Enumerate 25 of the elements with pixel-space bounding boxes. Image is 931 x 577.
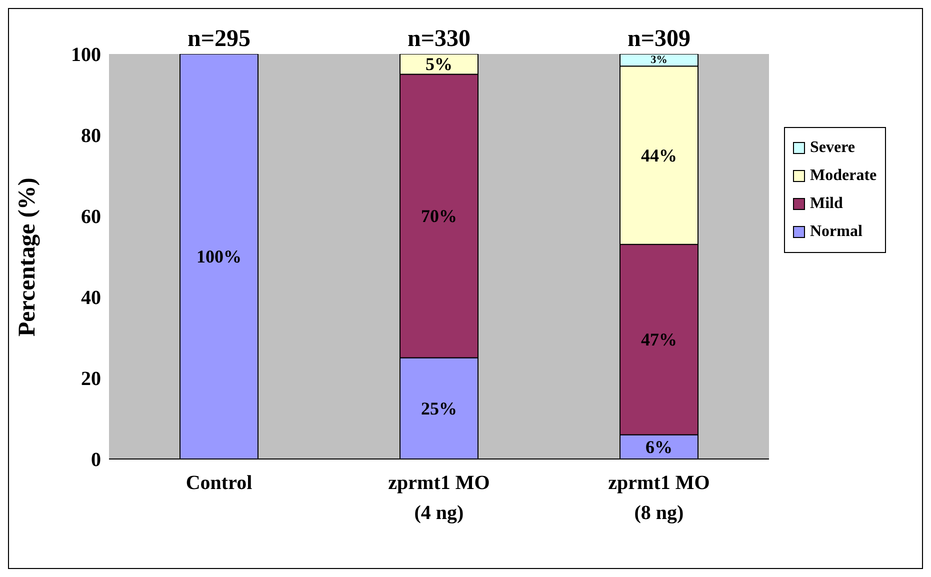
y-tick-label: 80	[81, 125, 101, 148]
legend-label: Severe	[810, 139, 856, 157]
legend-label: Moderate	[810, 167, 877, 185]
y-axis-title: Percentage (%)	[14, 178, 41, 336]
y-tick-label: 20	[81, 368, 101, 390]
annotation: n=330	[407, 26, 471, 52]
data-label: 44%	[641, 145, 677, 166]
y-tick-label: 40	[81, 287, 101, 310]
data-label: 25%	[421, 398, 457, 418]
legend-label: Mild	[810, 195, 843, 213]
data-label: 3%	[650, 54, 668, 66]
y-tick-label: 0	[91, 449, 101, 472]
legend-label: Normal	[810, 223, 862, 241]
data-label: 47%	[641, 330, 677, 350]
x-tick-label: zprmt1 MO (4 ng)	[388, 472, 490, 524]
data-label: 5%	[426, 54, 452, 74]
x-tick-label: zprmt1 MO (8 ng)	[608, 472, 710, 524]
data-label: 6%	[646, 436, 672, 457]
y-tick-label: 60	[81, 206, 101, 228]
y-tick-label: 100	[71, 44, 101, 66]
data-label: 100%	[196, 246, 242, 266]
x-tick-label: Control	[186, 472, 253, 494]
data-label: 70%	[421, 206, 457, 226]
annotation: n=309	[627, 26, 691, 52]
annotation: n=295	[187, 26, 251, 52]
